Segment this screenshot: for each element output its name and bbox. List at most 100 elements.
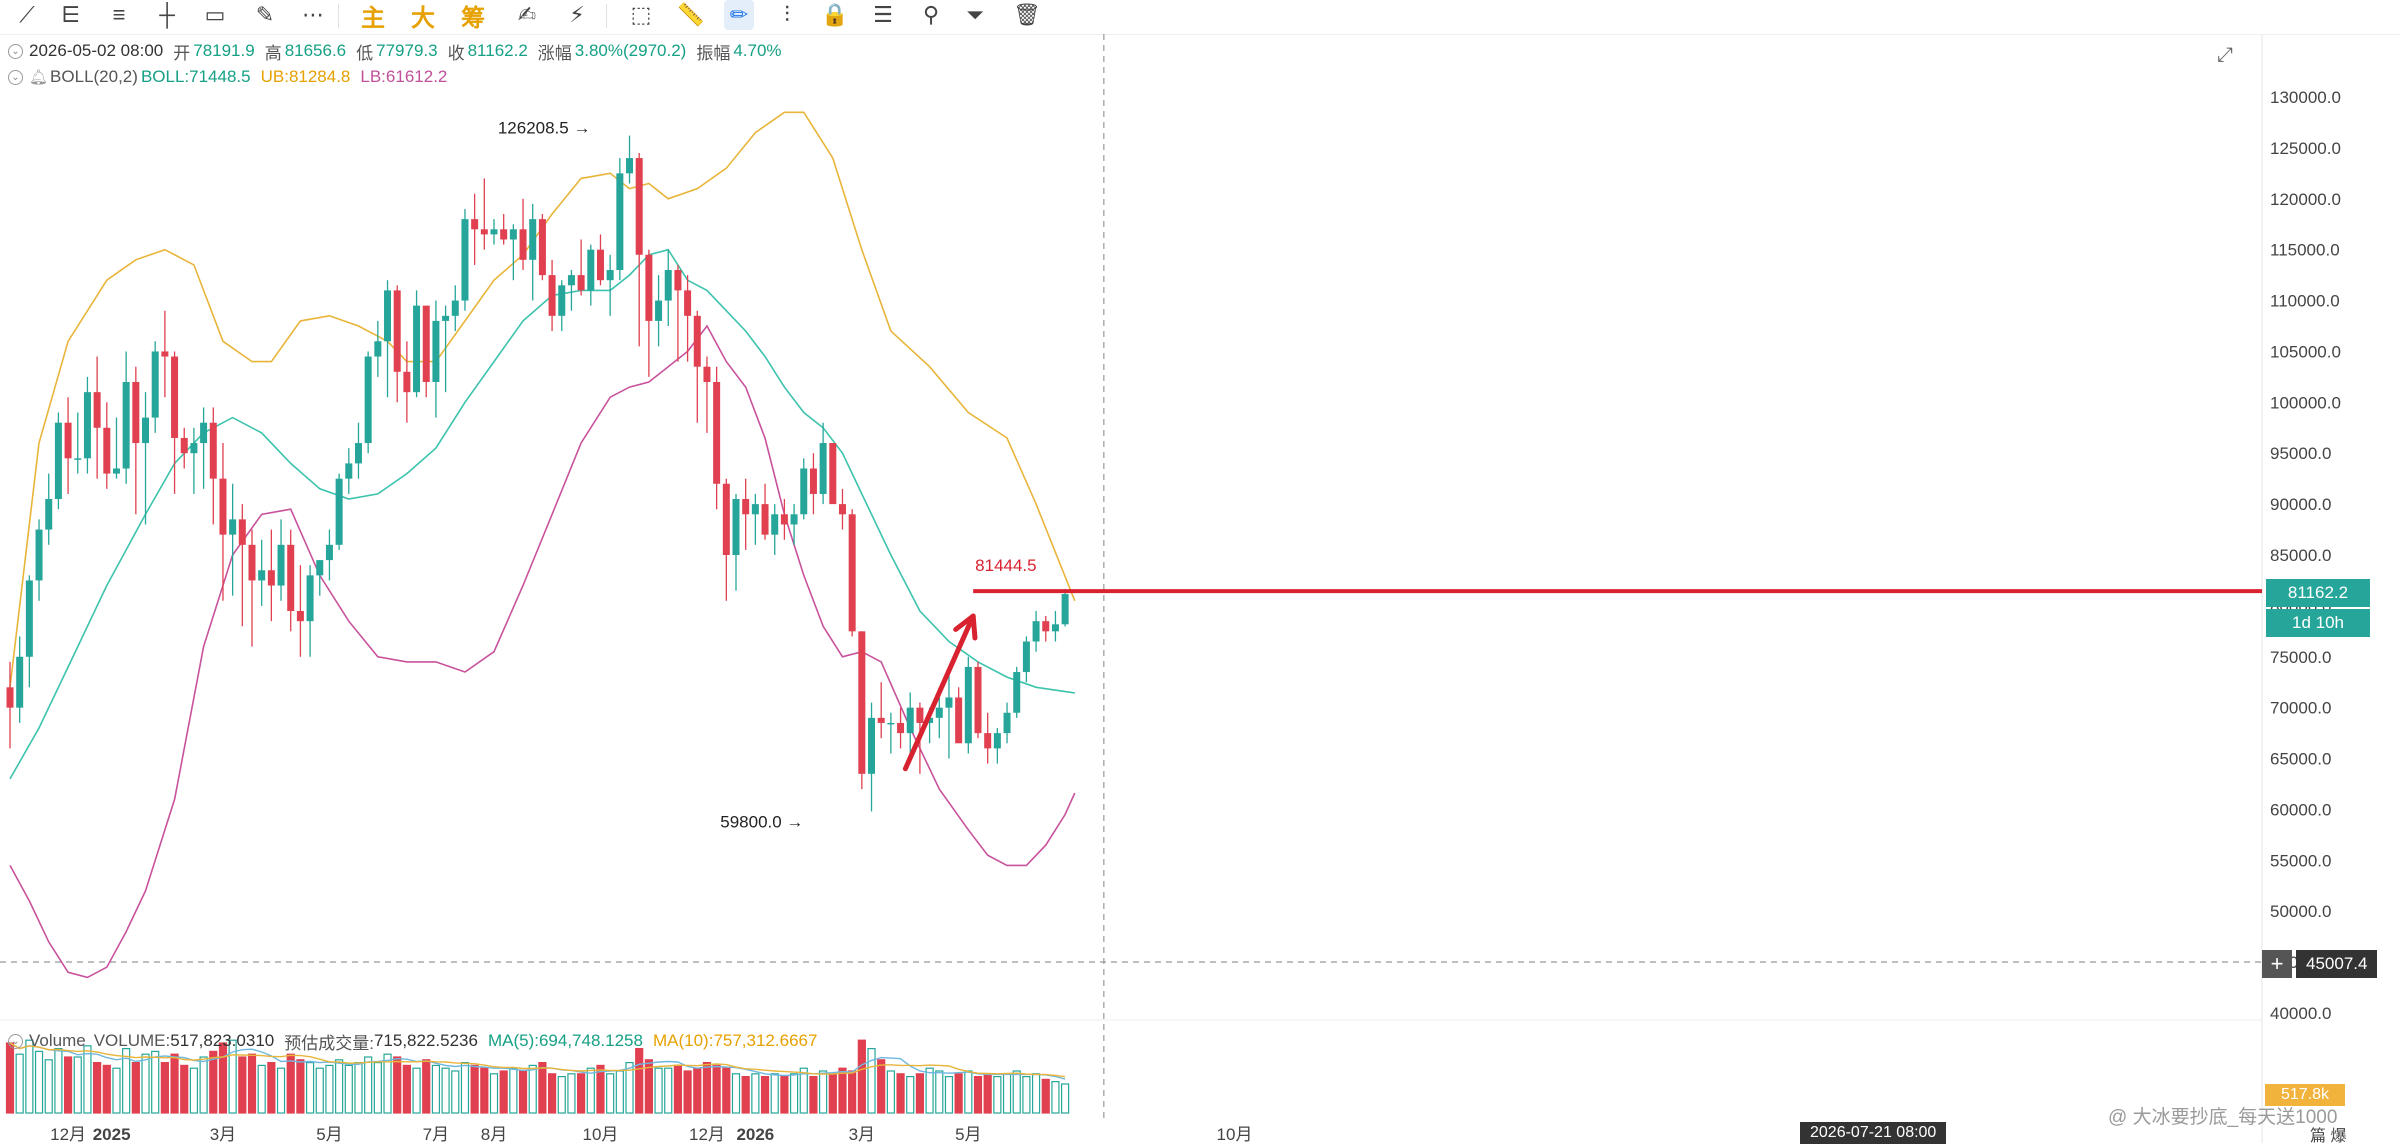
volume-bar (170, 1053, 179, 1114)
candle-body (180, 437, 188, 454)
note-edit-icon[interactable]: ✍ (517, 2, 537, 27)
horizontal-ray-icon[interactable]: ┼ (159, 2, 175, 27)
watermark: @ 大冰要抄底_每天送1000 (2108, 1107, 2338, 1128)
candle-body (451, 300, 459, 316)
chip-text[interactable]: 筹 (461, 4, 485, 32)
candle-body (751, 504, 759, 515)
volume-bar (760, 1075, 770, 1114)
candle-body (780, 514, 788, 525)
volume-label: VOLUME: (93, 1031, 171, 1050)
parallel-channel-icon[interactable]: ≡ (112, 2, 126, 27)
volume-bar (838, 1067, 847, 1114)
candle-body (35, 529, 43, 581)
candle-body (567, 275, 575, 286)
boll-name: BOLL(20,2) (50, 67, 138, 86)
candlestick-icon[interactable]: ⫶ (784, 2, 790, 27)
volume-bar (354, 1061, 363, 1114)
candle-body (248, 544, 256, 581)
y-tick-label: 90000.0 (2270, 495, 2331, 514)
candle-body (732, 499, 740, 555)
volume-bar (557, 1075, 566, 1114)
candle-body (190, 443, 198, 454)
volume-bar (896, 1073, 905, 1114)
large-text[interactable]: 大 (411, 4, 435, 32)
high-value: 81656.6 (284, 41, 347, 60)
candle-body (393, 290, 401, 372)
rectangle-icon[interactable]: ▭ (204, 2, 226, 27)
edit-list-icon[interactable]: ☰ (873, 2, 893, 27)
candle-body (984, 733, 992, 749)
volume-bar (228, 1039, 237, 1114)
main-indicator-text[interactable]: 主 (361, 4, 385, 32)
candle-countdown-tag: 1d 10h (2266, 609, 2370, 637)
y-tick-label: 120000.0 (2270, 190, 2341, 209)
est-volume-label: 预估成交量: (284, 1033, 374, 1053)
volume-bar (160, 1061, 169, 1114)
volume-bar (131, 1061, 140, 1114)
volume-bar (218, 1042, 228, 1114)
volume-bar (93, 1061, 102, 1114)
x-tick-label: 7月 (423, 1125, 449, 1143)
drawn-arrow-head (953, 613, 978, 641)
volume-bar (935, 1070, 944, 1114)
candle-body (500, 229, 508, 240)
candle-body (432, 320, 440, 382)
magic-wand-icon[interactable]: ⚡ (569, 2, 585, 27)
link-icon[interactable]: ⚲ (922, 2, 940, 27)
volume-bar (102, 1064, 111, 1114)
volume-bar (673, 1064, 683, 1114)
volume-bar (809, 1075, 818, 1114)
horizontal-lines-icon[interactable]: ⋿ (61, 2, 81, 27)
collapse-volume-icon[interactable]: ⌄ (8, 1033, 23, 1049)
crosshair-date-tag: 2026-07-21 08:00 (1800, 1122, 1947, 1144)
alert-bell-icon[interactable]: 🔔︎ (29, 69, 49, 86)
volume-bar (625, 1061, 634, 1114)
amplitude-label: 振幅 (696, 43, 731, 63)
volume-bar (189, 1067, 199, 1114)
volume-bar (538, 1061, 547, 1114)
candle-body (1003, 712, 1011, 734)
y-tick-label: 95000.0 (2270, 444, 2331, 463)
candle-body (616, 173, 624, 271)
brush-icon[interactable]: ✎ (255, 2, 275, 27)
candle-body (413, 305, 421, 393)
volume-bar (789, 1073, 799, 1114)
candle-body (809, 468, 817, 494)
select-cursor-icon[interactable]: ⬚ (630, 2, 652, 27)
candle-body (761, 504, 769, 535)
more-icon[interactable]: ⋯ (302, 2, 324, 27)
y-tick-label: 125000.0 (2270, 139, 2341, 158)
candle-body (916, 707, 924, 723)
boll-mid-value: 71448.5 (189, 67, 251, 86)
candle-body (93, 392, 101, 428)
draw-pen-icon[interactable]: ✏ (724, 0, 754, 30)
volume-bar (712, 1064, 721, 1114)
volume-bar (867, 1047, 876, 1114)
candle-body (267, 570, 275, 586)
volume-bar (722, 1067, 731, 1114)
delete-icon[interactable]: 🗑 (1013, 2, 1041, 27)
x-tick-label: 10月 (1217, 1125, 1253, 1143)
ruler-icon[interactable]: 📏 (677, 2, 705, 27)
volume-bar (180, 1064, 189, 1114)
lock-icon[interactable]: 🔒 (821, 2, 849, 27)
volume-bar (315, 1067, 324, 1114)
last-price-tag: 81162.2 (2266, 579, 2370, 607)
volume-bar (73, 1056, 82, 1114)
candle-body (74, 458, 82, 460)
amplitude-value: 4.70% (733, 41, 782, 60)
candle-body (229, 519, 237, 535)
collapse-legend-icon[interactable]: ⌄ (8, 43, 23, 59)
low-value: 77979.3 (376, 41, 438, 60)
volume-bar (586, 1067, 595, 1114)
filter-icon[interactable]: ⏷ (966, 2, 984, 27)
add-alert-plus-icon[interactable]: + (2262, 950, 2292, 978)
volume-bar (54, 1047, 63, 1114)
trend-line-icon[interactable]: ⟋ (19, 2, 35, 27)
fullscreen-icon[interactable]: ⤢ (2217, 43, 2233, 66)
volume-bar (518, 1070, 528, 1114)
candle-body (742, 499, 750, 515)
collapse-boll-icon[interactable]: ⌄ (8, 69, 23, 85)
volume-bar (34, 1050, 44, 1114)
